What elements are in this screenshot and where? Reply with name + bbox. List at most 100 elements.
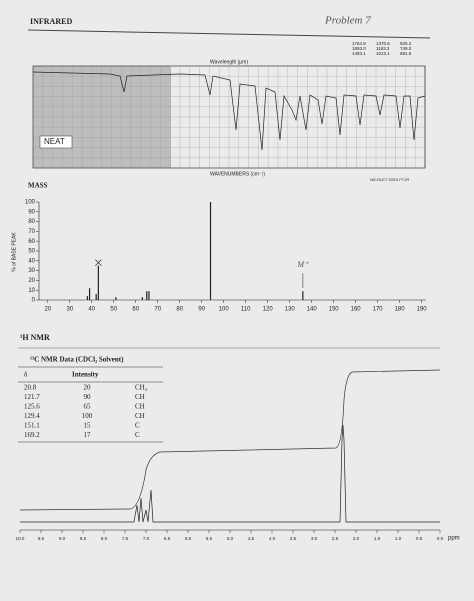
table-cell: 100	[82, 412, 93, 420]
x-tick-label: 4.5	[248, 536, 255, 541]
handwritten-note: Problem 7	[324, 15, 371, 27]
ir-peak: 1013.1	[376, 51, 390, 56]
x-tick-label: 1.5	[374, 536, 381, 541]
x-tick-label: 7.0	[143, 536, 150, 541]
table-cell: 125.6	[24, 403, 40, 411]
ir-label-box	[39, 135, 73, 149]
x-tick-label: 0.5	[416, 536, 423, 541]
table-bg	[18, 352, 163, 444]
peak	[148, 291, 150, 300]
table-cell: 169.2	[24, 431, 40, 439]
rule	[27, 29, 431, 39]
y-tick-label: 40	[28, 258, 35, 264]
peak	[146, 291, 148, 300]
h-nmr-trace	[20, 424, 440, 523]
mass-chart: 0 10 20 30 40 50 60 70 80 90 100 20 30 40 50 60 70 80 90 10…	[25, 200, 427, 313]
x-tick-label: 10.0	[16, 536, 25, 541]
x-tick-label: 170	[373, 307, 384, 313]
x-tick-label: 4.0	[269, 536, 276, 541]
x-tick-label: 2.5	[332, 536, 339, 541]
x-tick-label: 130	[285, 307, 296, 313]
ir-peak: 1764.8	[352, 41, 366, 46]
y-tick-label: 100	[25, 200, 36, 206]
x-tick-label: 1.0	[395, 536, 402, 541]
peak	[115, 297, 117, 300]
peak	[86, 296, 88, 300]
table-cell: 15	[84, 422, 92, 430]
x-tick-label: 2.0	[353, 536, 360, 541]
table-cell: 20	[84, 384, 92, 392]
x-tick-label: 150	[329, 307, 340, 313]
table-cell: C	[135, 422, 140, 430]
peak	[95, 294, 97, 300]
y-tick-label: 80	[28, 219, 35, 225]
ir-peak-list: 1764.8 1370.6 925.2 1593.0 1193.3 749.0 1493.1…	[352, 41, 412, 56]
ir-peak: 1193.3	[376, 46, 390, 51]
table-cell: 129.4	[24, 412, 40, 420]
ir-trace	[32, 71, 426, 151]
ir-peak: 1593.0	[352, 46, 366, 51]
x-tick-label: 0.0	[437, 536, 444, 541]
table-header: Intensity	[72, 371, 99, 379]
table-cell: C	[135, 431, 140, 439]
y-tick-label: 90	[28, 209, 35, 215]
ir-instrument: NICOLET 20SX FT-IR	[370, 177, 409, 182]
mass-title: MASS	[28, 182, 48, 190]
x-tick-label: 9.5	[38, 536, 45, 541]
x-tick-label: 120	[263, 307, 274, 313]
peak	[88, 288, 91, 300]
x-tick-label: 7.5	[122, 536, 129, 541]
x-tick-label: 40	[88, 307, 95, 313]
table-cell: CH	[135, 412, 145, 420]
h-nmr-unit: ppm	[448, 536, 460, 542]
handwritten-mark	[95, 259, 102, 266]
h-nmr-ticks: 10.0 9.5 9.0 8.5 8.0 7.5 7.0 6.5 6.0 5.5 5.0 4.5 4.0…	[16, 530, 444, 541]
x-tick-label: 180	[395, 307, 406, 313]
table-header: δ	[24, 371, 28, 379]
x-tick-label: 160	[351, 307, 362, 313]
x-tick-label: 3.5	[290, 536, 297, 541]
table-cell: CH₃	[135, 384, 148, 392]
x-tick-label: 100	[219, 307, 230, 313]
y-tick-label: 70	[28, 229, 35, 235]
y-tick-label: 20	[28, 278, 35, 284]
x-tick-label: 190	[417, 307, 428, 313]
table-cell: 90	[84, 393, 92, 401]
x-tick-label: 5.0	[227, 536, 234, 541]
x-tick-label: 20	[44, 307, 51, 313]
x-tick-label: 70	[154, 307, 161, 313]
table-cell: CH	[135, 393, 145, 401]
ir-peak: 691.9	[400, 51, 412, 56]
ir-sample: NEAT	[44, 137, 65, 146]
peak	[141, 297, 143, 300]
ir-peak: 925.2	[400, 41, 412, 46]
table-cell: 65	[84, 403, 92, 411]
ir-peak: 749.0	[400, 46, 412, 51]
ir-bottom-axis: WAVENUMBERS (cm⁻¹)	[210, 171, 265, 177]
ir-top-axis: Wavelength (μm)	[210, 59, 248, 65]
y-tick-label: 60	[28, 239, 35, 245]
ir-grid	[32, 65, 425, 169]
x-tick-label: 80	[176, 307, 183, 313]
ir-peak: 1493.1	[352, 51, 366, 56]
table-cell: 151.1	[24, 422, 40, 430]
x-tick-label: 8.0	[101, 536, 108, 541]
h-nmr-title: ¹H NMR	[20, 333, 50, 342]
integral-trace	[19, 369, 441, 511]
y-tick-label: 30	[28, 268, 35, 274]
x-tick-label: 8.5	[80, 536, 87, 541]
x-tick-label: 110	[241, 307, 251, 313]
x-tick-label: 60	[132, 307, 139, 313]
table-cell: 20.8	[24, 384, 37, 392]
table-cell: 17	[84, 431, 92, 439]
x-tick-label: 6.0	[185, 536, 192, 541]
peak	[209, 202, 212, 300]
ir-title: INFRARED	[30, 17, 72, 26]
x-tick-label: 5.5	[206, 536, 213, 541]
table-title: ¹³C NMR Data (CDCl₃ Solvent)	[30, 356, 124, 364]
peak	[302, 291, 304, 300]
x-tick-label: 50	[110, 307, 117, 313]
